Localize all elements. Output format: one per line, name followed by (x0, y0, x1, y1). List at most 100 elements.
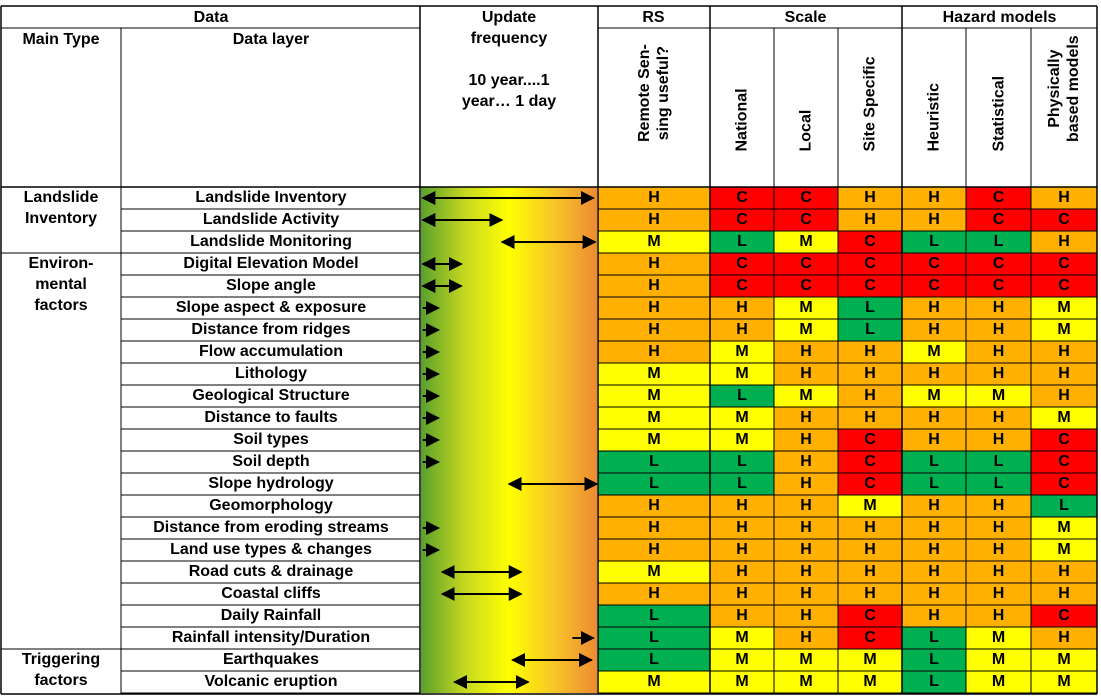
rating-cell-physically-based: H (1031, 231, 1097, 253)
rating-cell-physically-based: H (1031, 363, 1097, 385)
rating-cell-statistical: H (966, 517, 1031, 539)
rating-cell-heuristic: H (902, 605, 966, 627)
rating-cell-heuristic: L (902, 671, 966, 693)
data-layer-name: Landslide Monitoring (190, 233, 352, 250)
rating-cell-statistical: C (966, 275, 1031, 297)
rating-cell-site-specific: H (838, 187, 902, 209)
rating-cell-rs-useful: H (598, 539, 710, 561)
data-layer-name: Landslide Inventory (195, 189, 347, 206)
rating-cell-heuristic: L (902, 473, 966, 495)
rating-cell-rs-useful: M (598, 407, 710, 429)
main-type-label: Triggering factors (21, 651, 101, 689)
data-layer-name: Distance to faults (204, 409, 338, 426)
rating-cell-rs-useful: L (598, 627, 710, 649)
rating-cell-physically-based: C (1031, 429, 1097, 451)
data-layer-name: Flow accumulation (198, 343, 343, 360)
rating-cell-national: C (710, 187, 774, 209)
rating-cell-local: H (774, 451, 838, 473)
rating-cell-site-specific: H (838, 583, 902, 605)
rating-cell-local: H (774, 517, 838, 539)
data-layer-name: Landslide Activity (202, 211, 340, 228)
rating-cell-national: M (710, 429, 774, 451)
rating-cell-national: H (710, 319, 774, 341)
rating-cell-statistical: C (966, 209, 1031, 231)
rating-cell-site-specific: C (838, 605, 902, 627)
rating-cell-site-specific: H (838, 517, 902, 539)
rating-cell-site-specific: H (838, 539, 902, 561)
data-layer-name: Slope angle (226, 277, 316, 294)
rating-cell-national: C (710, 275, 774, 297)
rating-cell-physically-based: C (1031, 473, 1097, 495)
rating-cell-rs-useful: M (598, 561, 710, 583)
rating-cell-physically-based: H (1031, 561, 1097, 583)
rating-cell-site-specific: C (838, 231, 902, 253)
rating-cell-site-specific: H (838, 363, 902, 385)
header-rs: RS (642, 9, 665, 26)
rating-cell-local: H (774, 341, 838, 363)
rating-cell-site-specific: M (838, 495, 902, 517)
rating-cell-rs-useful: L (598, 605, 710, 627)
rating-cell-physically-based: M (1031, 539, 1097, 561)
rating-cell-physically-based: C (1031, 605, 1097, 627)
rating-cell-national: L (710, 231, 774, 253)
data-layer-name: Digital Elevation Model (183, 255, 359, 272)
rating-cell-local: H (774, 429, 838, 451)
rating-cell-rs-useful: M (598, 385, 710, 407)
rating-cell-heuristic: H (902, 561, 966, 583)
rating-cell-statistical: H (966, 605, 1031, 627)
rating-cell-local: H (774, 583, 838, 605)
rating-cell-site-specific: C (838, 451, 902, 473)
rating-cell-site-specific: H (838, 341, 902, 363)
rating-cell-statistical: M (966, 385, 1031, 407)
rating-cell-heuristic: H (902, 583, 966, 605)
header-hazard-models: Hazard models (942, 9, 1057, 26)
rating-cell-heuristic: L (902, 649, 966, 671)
rating-cell-heuristic: M (902, 341, 966, 363)
rating-cell-local: C (774, 209, 838, 231)
rating-cell-site-specific: C (838, 253, 902, 275)
rating-cell-heuristic: C (902, 253, 966, 275)
rating-cell-site-specific: C (838, 429, 902, 451)
rating-cell-local: C (774, 187, 838, 209)
rating-cell-heuristic: M (902, 385, 966, 407)
rating-cell-rs-useful: M (598, 231, 710, 253)
rating-cell-heuristic: H (902, 209, 966, 231)
data-layer-name: Land use types & changes (170, 541, 372, 558)
main-type-label: Landslide Inventory (23, 189, 99, 227)
rating-cell-rs-useful: L (598, 649, 710, 671)
rating-cell-rs-useful: H (598, 297, 710, 319)
rating-cell-site-specific: L (838, 297, 902, 319)
data-layer-name: Distance from eroding streams (153, 519, 389, 536)
rating-cell-physically-based: C (1031, 253, 1097, 275)
rating-cell-national: C (710, 253, 774, 275)
rating-cell-site-specific: H (838, 209, 902, 231)
rating-cell-physically-based: M (1031, 407, 1097, 429)
data-layer-name: Earthquakes (222, 651, 320, 668)
rating-cell-heuristic: H (902, 539, 966, 561)
rating-cell-statistical: H (966, 561, 1031, 583)
rating-cell-rs-useful: H (598, 517, 710, 539)
rating-cell-rs-useful: M (598, 671, 710, 693)
data-layer-name: Distance from ridges (191, 321, 351, 338)
rating-cell-physically-based: H (1031, 341, 1097, 363)
rating-cell-national: M (710, 627, 774, 649)
rating-cell-local: H (774, 495, 838, 517)
rating-cell-statistical: H (966, 407, 1031, 429)
header-main-type: Main Type (22, 31, 100, 48)
rating-cell-heuristic: L (902, 451, 966, 473)
rating-cell-statistical: H (966, 583, 1031, 605)
rating-cell-national: M (710, 649, 774, 671)
rating-cell-heuristic: L (902, 627, 966, 649)
rating-cell-heuristic: L (902, 231, 966, 253)
rating-cell-national: M (710, 407, 774, 429)
rating-cell-physically-based: C (1031, 209, 1097, 231)
data-layer-name: Slope aspect & exposure (175, 299, 367, 316)
data-layer-name: Coastal cliffs (221, 585, 321, 602)
rating-cell-statistical: L (966, 231, 1031, 253)
rating-cell-national: L (710, 473, 774, 495)
rating-cell-national: L (710, 451, 774, 473)
rating-cell-physically-based: M (1031, 517, 1097, 539)
rating-cell-physically-based: C (1031, 451, 1097, 473)
rating-cell-statistical: M (966, 649, 1031, 671)
